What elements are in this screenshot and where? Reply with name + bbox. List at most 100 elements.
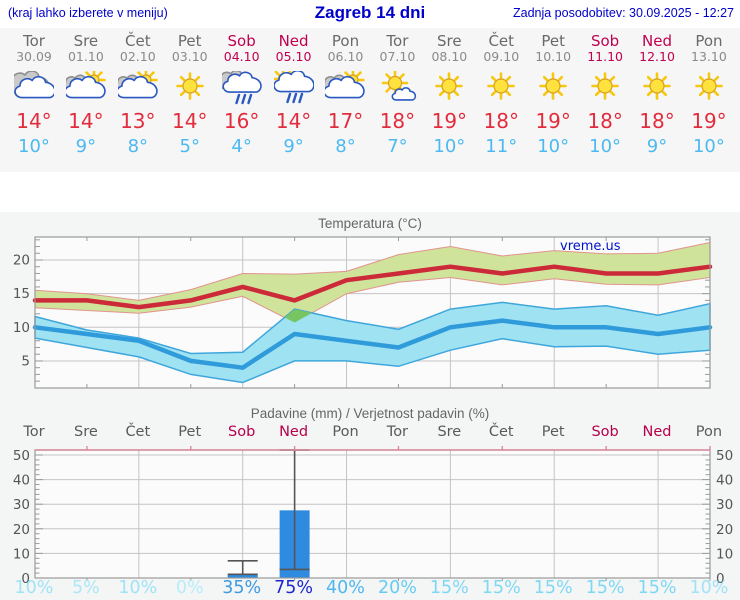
high-temperature: 18° — [587, 109, 623, 133]
day-date: 10.10 — [535, 49, 572, 64]
day-name: Pon — [695, 32, 723, 50]
low-temperature: 8° — [127, 136, 149, 157]
sun-cloud-icon — [65, 71, 106, 99]
precip-day-label: Ned — [642, 424, 672, 440]
svg-text:10: 10 — [13, 546, 30, 562]
sun-icon — [175, 72, 204, 100]
precip-day-label: Pon — [695, 424, 723, 440]
precip-probability: 15% — [585, 578, 625, 598]
precip-probability: 40% — [326, 578, 365, 598]
day-name: Pet — [177, 32, 202, 50]
day-date: 08.10 — [431, 49, 468, 64]
day-name: Sob — [590, 32, 620, 50]
high-temperature: 16° — [223, 109, 260, 133]
precip-probability: 10% — [689, 578, 729, 598]
temperature-chart-title: Temperatura (°C) — [318, 216, 422, 231]
high-temperature: 13° — [120, 109, 156, 133]
day-name: Ned — [278, 32, 309, 50]
low-temperature: 4° — [231, 136, 252, 157]
precip-day-label: Tor — [386, 424, 409, 440]
low-temperature: 11° — [485, 136, 518, 157]
low-temperature: 10° — [433, 136, 466, 157]
high-temperature: 19° — [535, 109, 571, 133]
precip-chart-title: Padavine (mm) / Verjetnost padavin (%) — [250, 406, 490, 421]
precip-day-label: Sre — [73, 424, 98, 440]
low-temperature: 8° — [335, 136, 356, 157]
precip-chart: 0 0 10 10 20 20 30 30 40 40 50 50 — [13, 446, 733, 587]
high-temperature: 18° — [483, 109, 519, 133]
day-date: 04.10 — [223, 49, 260, 64]
svg-text:20: 20 — [716, 522, 733, 538]
day-date: 30.09 — [16, 49, 52, 64]
sun-cloud-icon — [325, 71, 366, 99]
precip-day-label: Pet — [178, 424, 202, 440]
day-name: Ned — [642, 32, 673, 50]
precip-day-label: Tor — [23, 424, 45, 440]
low-temperature: 10° — [589, 136, 622, 157]
day-name: Čet — [125, 32, 151, 50]
low-temperature: 9° — [75, 136, 97, 157]
forecast-day-column: Pon 06.10 17° 8° — [320, 28, 372, 172]
svg-text:20: 20 — [13, 522, 30, 538]
high-temperature: 17° — [327, 109, 364, 133]
high-temperature: 19° — [431, 109, 468, 133]
high-temperature: 14° — [275, 109, 312, 133]
day-name: Tor — [22, 32, 45, 50]
forecast-day-column: Sre 01.10 14° 9° — [60, 28, 112, 172]
svg-text:15: 15 — [13, 286, 30, 302]
forecast-day-column: Čet 09.10 18° 11° — [475, 28, 527, 172]
day-name: Pet — [541, 32, 565, 50]
precip-probability: 5% — [72, 578, 100, 598]
low-temperature: 10° — [18, 136, 50, 157]
precip-probability: 15% — [481, 578, 521, 598]
sun-small-cloud-icon — [382, 71, 417, 101]
day-name: Pon — [331, 32, 360, 50]
svg-text:30: 30 — [716, 497, 733, 513]
precip-probability: 20% — [377, 578, 417, 598]
header-bar: (kraj lahko izberete v meniju) Zagreb 14… — [0, 0, 740, 28]
high-temperature: 18° — [379, 109, 416, 133]
low-temperature: 9° — [283, 136, 304, 157]
precip-day-label: Sob — [228, 424, 256, 440]
precip-probability: 10% — [118, 578, 158, 598]
day-date: 09.10 — [483, 49, 520, 64]
forecast-day-column: Ned 12.10 18° 9° — [631, 28, 683, 172]
svg-text:20: 20 — [13, 253, 30, 269]
watermark-vreme-us: vreme.us — [560, 239, 621, 254]
svg-text:0: 0 — [21, 571, 30, 587]
forecast-day-column: Pet 03.10 14° 5° — [164, 28, 216, 172]
sun-rain-icon — [273, 71, 314, 104]
precip-probability: 35% — [222, 578, 262, 598]
forecast-day-column: Ned 05.10 14° 9° — [268, 28, 320, 172]
low-temperature: 10° — [692, 136, 725, 157]
sun-icon — [643, 72, 671, 100]
forecast-day-column: Pet 10.10 19° 10° — [527, 28, 579, 172]
precip-day-label: Pet — [541, 424, 565, 440]
precip-probability: 15% — [429, 578, 469, 598]
low-temperature: 5° — [179, 136, 200, 157]
high-temperature: 18° — [639, 109, 675, 133]
svg-text:50: 50 — [13, 448, 30, 464]
svg-text:50: 50 — [716, 448, 733, 464]
day-name: Sre — [437, 32, 462, 50]
cloudy-icon — [13, 71, 54, 99]
day-name: Sob — [227, 32, 256, 50]
day-date: 12.10 — [639, 49, 675, 64]
low-temperature: 9° — [646, 136, 668, 157]
sun-icon — [435, 72, 464, 100]
forecast-strip: Tor 30.09 14° 10° Sre 01.10 14° 9° Čet 02.10 13° 8°… — [8, 28, 735, 172]
svg-text:10: 10 — [716, 546, 733, 562]
precip-probability: 75% — [274, 578, 314, 598]
day-date: 13.10 — [691, 49, 727, 64]
forecast-day-column: Čet 02.10 13° 8° — [112, 28, 164, 172]
high-temperature: 14° — [172, 109, 208, 133]
sun-icon — [591, 72, 619, 100]
day-date: 11.10 — [587, 49, 623, 64]
precip-day-label: Pon — [332, 424, 359, 440]
forecast-day-column: Tor 07.10 18° 7° — [371, 28, 423, 172]
forecast-day-column: Tor 30.09 14° 10° — [8, 28, 60, 172]
precip-probability: 0% — [175, 578, 204, 598]
low-temperature: 10° — [537, 136, 570, 157]
day-date: 03.10 — [171, 49, 208, 64]
